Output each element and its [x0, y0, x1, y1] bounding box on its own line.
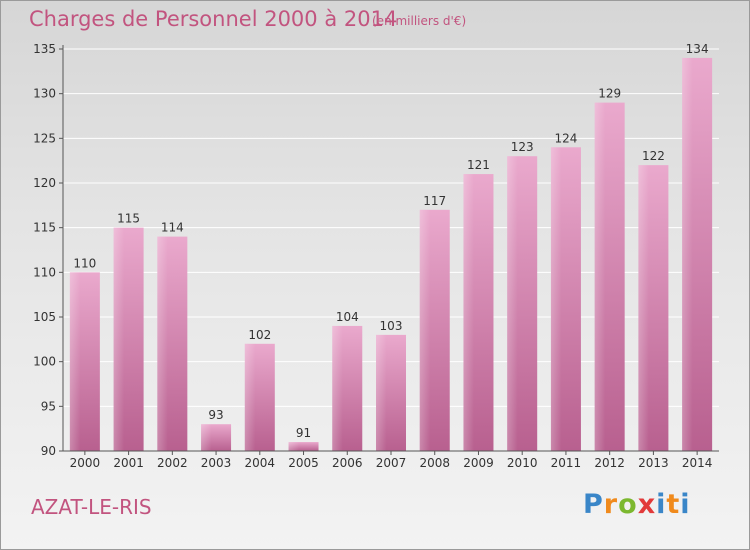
- y-tick-label: 100: [33, 355, 56, 369]
- logo-letter: r: [603, 489, 619, 520]
- bar-highlight: [507, 156, 518, 451]
- bar: [288, 442, 319, 451]
- x-tick-label: 2001: [113, 456, 144, 470]
- bar-highlight: [550, 147, 562, 451]
- logo-letter: i: [656, 489, 667, 520]
- x-tick-label: 2009: [463, 456, 494, 470]
- data-label: 102: [248, 328, 271, 342]
- logo-letter: P: [583, 489, 604, 520]
- x-tick-label: 2000: [70, 456, 101, 470]
- data-label: 129: [598, 87, 621, 101]
- bar-highlight: [594, 102, 606, 451]
- data-label: 123: [511, 140, 534, 154]
- x-tick-label: 2011: [551, 456, 582, 470]
- logo-letter: o: [618, 489, 638, 520]
- y-tick-label: 105: [33, 310, 56, 324]
- bar-highlight: [201, 424, 212, 451]
- y-tick-label: 125: [33, 131, 56, 145]
- bar-highlight: [69, 272, 81, 451]
- data-label: 93: [208, 408, 223, 422]
- bar-highlight: [332, 325, 343, 451]
- x-tick-label: 2003: [201, 456, 232, 470]
- x-tick-label: 2006: [332, 456, 363, 470]
- data-label: 134: [686, 42, 709, 56]
- y-tick-label: 115: [33, 221, 56, 235]
- commune-name: AZAT-LE-RIS: [31, 495, 152, 519]
- x-tick-label: 2002: [157, 456, 188, 470]
- x-tick-label: 2005: [288, 456, 319, 470]
- data-label: 117: [423, 194, 446, 208]
- y-tick-label: 90: [41, 444, 56, 458]
- bar-highlight: [157, 236, 168, 451]
- data-label: 122: [642, 149, 665, 163]
- data-label: 114: [161, 221, 184, 235]
- x-tick-label: 2010: [507, 456, 538, 470]
- logo-letter: t: [666, 489, 681, 520]
- bar-highlight: [463, 174, 474, 452]
- logo-letter: i: [680, 489, 691, 520]
- data-label: 104: [336, 310, 359, 324]
- x-tick-label: 2014: [682, 456, 713, 470]
- logo-letter: x: [637, 489, 657, 520]
- bar-highlight: [288, 442, 300, 451]
- axes: [59, 45, 719, 455]
- data-label: 110: [73, 256, 96, 270]
- chart-title: Charges de Personnel 2000 à 2014: [29, 7, 398, 31]
- data-label: 91: [296, 426, 311, 440]
- x-tick-label: 2004: [245, 456, 276, 470]
- y-tick-label: 130: [33, 87, 56, 101]
- x-tick-label: 2013: [638, 456, 669, 470]
- chart-subtitle: (en milliers d'€): [372, 14, 467, 28]
- data-label: 115: [117, 212, 140, 226]
- data-label: 121: [467, 158, 490, 172]
- bar-highlight: [419, 209, 431, 451]
- bar-highlight: [244, 343, 256, 451]
- y-tick-label: 95: [41, 399, 56, 413]
- bar-highlight: [376, 334, 387, 451]
- bar-highlight: [638, 165, 649, 451]
- data-label: 103: [380, 319, 403, 333]
- x-tick-label: 2008: [419, 456, 450, 470]
- y-tick-label: 120: [33, 176, 56, 190]
- proxiti-logo[interactable]: Proxiti: [583, 489, 691, 520]
- bar-highlight: [113, 227, 125, 451]
- labels: 90 95 100 105 110 115 120 125 130 135 110 2000 115 20…: [33, 42, 712, 470]
- x-tick-label: 2007: [376, 456, 407, 470]
- y-tick-label: 135: [33, 42, 56, 56]
- x-tick-label: 2012: [594, 456, 625, 470]
- data-label: 124: [554, 131, 577, 145]
- y-tick-label: 110: [33, 265, 56, 279]
- bar-highlight: [682, 57, 693, 451]
- bars: [69, 57, 713, 452]
